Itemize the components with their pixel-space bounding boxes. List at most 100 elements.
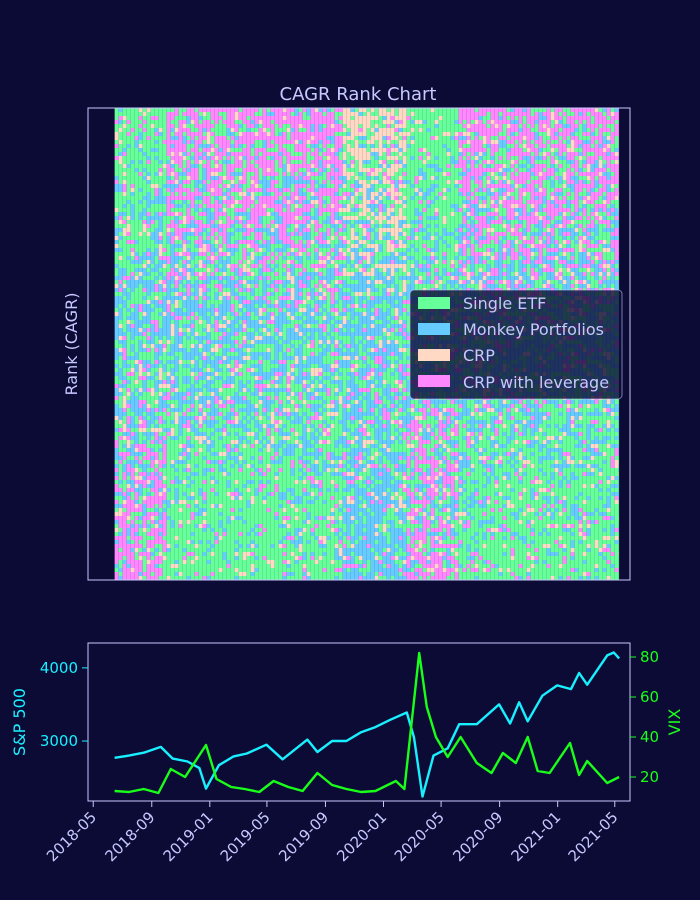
- heatmap-cell: [234, 224, 239, 228]
- heatmap-cell: [234, 544, 239, 548]
- heatmap-cell: [274, 504, 279, 508]
- heatmap-cell: [158, 204, 163, 208]
- heatmap-cell: [122, 464, 127, 468]
- heatmap-cell: [186, 504, 191, 508]
- heatmap-cell: [266, 376, 271, 380]
- heatmap-cell: [226, 192, 231, 196]
- heatmap-cell: [242, 388, 247, 392]
- heatmap-cell: [258, 116, 263, 120]
- heatmap-cell: [278, 396, 283, 400]
- heatmap-cell: [206, 288, 211, 292]
- heatmap-cell: [146, 172, 151, 176]
- heatmap-cell: [266, 124, 271, 128]
- heatmap-cell: [246, 188, 251, 192]
- heatmap-cell: [162, 176, 167, 180]
- heatmap-cell: [226, 212, 231, 216]
- heatmap-cell: [162, 376, 167, 380]
- heatmap-cell: [218, 520, 223, 524]
- heatmap-cell: [182, 452, 187, 456]
- heatmap-cell: [170, 412, 175, 416]
- heatmap-cell: [218, 400, 223, 404]
- heatmap-cell: [238, 216, 243, 220]
- heatmap-cell: [146, 324, 151, 328]
- heatmap-cell: [274, 404, 279, 408]
- heatmap-cell: [202, 496, 207, 500]
- heatmap-cell: [126, 500, 131, 504]
- heatmap-cell: [234, 260, 239, 264]
- heatmap-cell: [142, 392, 147, 396]
- heatmap-cell: [270, 208, 275, 212]
- heatmap-cell: [150, 388, 155, 392]
- heatmap-cell: [222, 472, 227, 476]
- heatmap-cell: [158, 296, 163, 300]
- heatmap-cell: [154, 352, 159, 356]
- heatmap-cell: [198, 416, 203, 420]
- heatmap-cell: [182, 176, 187, 180]
- heatmap-cell: [154, 544, 159, 548]
- heatmap-cell: [214, 244, 219, 248]
- heatmap-cell: [118, 200, 123, 204]
- heatmap-cell: [250, 452, 255, 456]
- heatmap-cell: [158, 396, 163, 400]
- heatmap-cell: [130, 272, 135, 276]
- heatmap-cell: [214, 492, 219, 496]
- heatmap-cell: [194, 332, 199, 336]
- heatmap-cell: [206, 488, 211, 492]
- heatmap-cell: [162, 252, 167, 256]
- heatmap-cell: [114, 516, 119, 520]
- heatmap-cell: [210, 344, 215, 348]
- heatmap-cell: [238, 492, 243, 496]
- heatmap-cell: [226, 124, 231, 128]
- heatmap-cell: [134, 464, 139, 468]
- heatmap-cell: [242, 376, 247, 380]
- heatmap-cell: [266, 440, 271, 444]
- heatmap-cell: [226, 484, 231, 488]
- heatmap-cell: [142, 272, 147, 276]
- heatmap-cell: [266, 300, 271, 304]
- heatmap-cell: [222, 332, 227, 336]
- heatmap-cell: [218, 332, 223, 336]
- heatmap-cell: [254, 308, 259, 312]
- heatmap-cell: [142, 344, 147, 348]
- heatmap-cell: [194, 440, 199, 444]
- heatmap-cell: [130, 200, 135, 204]
- heatmap-cell: [190, 516, 195, 520]
- heatmap-cell: [214, 504, 219, 508]
- heatmap-cell: [270, 452, 275, 456]
- heatmap-cell: [158, 356, 163, 360]
- heatmap-cell: [170, 180, 175, 184]
- heatmap-cell: [278, 124, 283, 128]
- heatmap-cell: [242, 168, 247, 172]
- heatmap-cell: [266, 348, 271, 352]
- heatmap-cell: [126, 356, 131, 360]
- heatmap-cell: [222, 408, 227, 412]
- heatmap-cell: [270, 172, 275, 176]
- heatmap-cell: [218, 404, 223, 408]
- heatmap-cell: [162, 152, 167, 156]
- heatmap-cell: [114, 512, 119, 516]
- heatmap-cell: [178, 448, 183, 452]
- heatmap-cell: [154, 296, 159, 300]
- heatmap-cell: [178, 492, 183, 496]
- heatmap-cell: [238, 176, 243, 180]
- heatmap-cell: [234, 316, 239, 320]
- heatmap-cell: [122, 412, 127, 416]
- heatmap-cell: [250, 572, 255, 576]
- heatmap-cell: [238, 544, 243, 548]
- heatmap-cell: [242, 360, 247, 364]
- heatmap-cell: [118, 404, 123, 408]
- heatmap-cell: [274, 184, 279, 188]
- heatmap-cell: [230, 564, 235, 568]
- heatmap-cell: [166, 176, 171, 180]
- heatmap-cell: [222, 144, 227, 148]
- heatmap-cell: [198, 244, 203, 248]
- heatmap-cell: [138, 560, 143, 564]
- heatmap-cell: [130, 436, 135, 440]
- heatmap-cell: [178, 260, 183, 264]
- heatmap-cell: [190, 188, 195, 192]
- heatmap-cell: [238, 336, 243, 340]
- heatmap-cell: [134, 388, 139, 392]
- heatmap-cell: [218, 420, 223, 424]
- heatmap-cell: [146, 200, 151, 204]
- heatmap-cell: [210, 124, 215, 128]
